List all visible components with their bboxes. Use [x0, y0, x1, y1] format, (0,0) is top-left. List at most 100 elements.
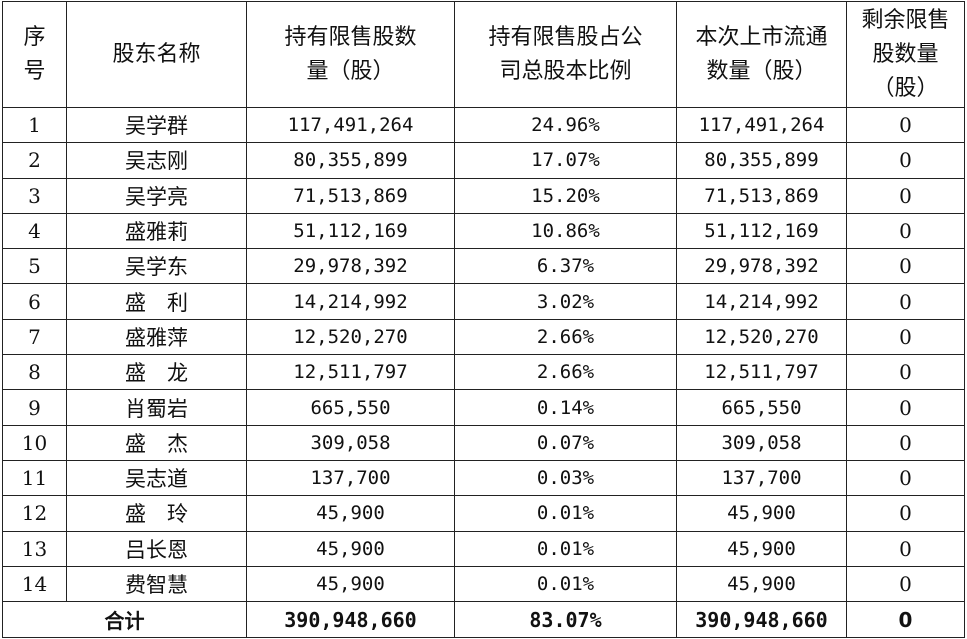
cell-seq: 1: [2, 106, 67, 144]
cell-listed-shares: 45,900: [676, 530, 847, 567]
table-row: 1 吴学群 117,491,264 24.96% 117,491,264 0: [2, 106, 965, 144]
cell-ratio: 3.02%: [454, 283, 677, 320]
cell-restricted-shares: 71,513,869: [246, 177, 455, 214]
table-row: 11 吴志道 137,700 0.03% 137,700 0: [2, 459, 965, 497]
cell-holder-name: 吕长恩: [66, 530, 247, 567]
cell-seq: 12: [2, 495, 67, 532]
cell-ratio: 0.03%: [454, 459, 677, 497]
header-seq-line-1: 序: [23, 24, 46, 50]
cell-remaining: 0: [846, 495, 965, 532]
header-seq: 序 号: [2, 1, 67, 108]
cell-remaining: 0: [846, 212, 965, 250]
total-label: 合计: [2, 601, 247, 639]
cell-restricted-shares: 80,355,899: [246, 142, 455, 179]
cell-holder-name: 吴学群: [66, 106, 247, 144]
cell-holder-name: 盛 玲: [66, 495, 247, 532]
cell-seq: 5: [2, 248, 67, 285]
cell-listed-shares: 51,112,169: [676, 212, 847, 250]
cell-listed-shares: 137,700: [676, 459, 847, 497]
total-restricted-shares: 390,948,660: [246, 601, 455, 639]
header-restricted-line-2: 量（股）: [306, 58, 395, 84]
header-listed-line-1: 本次上市流通: [695, 24, 828, 50]
header-remaining: 剩余限售 股数量 （股）: [846, 1, 965, 108]
cell-ratio: 17.07%: [454, 142, 677, 179]
cell-remaining: 0: [846, 318, 965, 356]
header-listed-line-2: 数量（股）: [706, 58, 817, 84]
cell-seq: 13: [2, 530, 67, 567]
header-remaining-line-3: （股）: [872, 75, 939, 101]
cell-ratio: 2.66%: [454, 354, 677, 391]
cell-listed-shares: 80,355,899: [676, 142, 847, 179]
cell-ratio: 10.86%: [454, 212, 677, 250]
cell-remaining: 0: [846, 389, 965, 426]
header-ratio: 持有限售股占公 司总股本比例: [454, 1, 677, 108]
cell-holder-name: 盛 利: [66, 283, 247, 320]
cell-listed-shares: 45,900: [676, 495, 847, 532]
table-row: 7 盛雅萍 12,520,270 2.66% 12,520,270 0: [2, 318, 965, 356]
cell-holder-name: 费智慧: [66, 565, 247, 603]
cell-holder-name: 盛 杰: [66, 424, 247, 461]
cell-remaining: 0: [846, 424, 965, 461]
cell-seq: 7: [2, 318, 67, 356]
header-row: 序 号 股东名称 持有限售股数 量（股） 持有限售股占公 司总股本比例 本次上市…: [2, 1, 965, 108]
cell-holder-name: 吴志刚: [66, 142, 247, 179]
cell-restricted-shares: 117,491,264: [246, 106, 455, 144]
cell-remaining: 0: [846, 530, 965, 567]
total-remaining: 0: [846, 601, 965, 639]
header-ratio-line-1: 持有限售股占公: [488, 24, 643, 50]
header-remaining-line-2: 股数量: [872, 41, 939, 67]
table-row: 5 吴学东 29,978,392 6.37% 29,978,392 0: [2, 248, 965, 285]
cell-listed-shares: 12,511,797: [676, 354, 847, 391]
cell-remaining: 0: [846, 177, 965, 214]
cell-remaining: 0: [846, 354, 965, 391]
cell-remaining: 0: [846, 248, 965, 285]
cell-ratio: 0.01%: [454, 495, 677, 532]
cell-restricted-shares: 45,900: [246, 565, 455, 603]
header-restricted-shares: 持有限售股数 量（股）: [246, 1, 455, 108]
cell-listed-shares: 29,978,392: [676, 248, 847, 285]
cell-seq: 4: [2, 212, 67, 250]
cell-ratio: 15.20%: [454, 177, 677, 214]
cell-seq: 8: [2, 354, 67, 391]
header-restricted-line-1: 持有限售股数: [284, 24, 417, 50]
cell-holder-name: 吴志道: [66, 459, 247, 497]
cell-listed-shares: 12,520,270: [676, 318, 847, 356]
cell-listed-shares: 665,550: [676, 389, 847, 426]
cell-holder-name: 吴学亮: [66, 177, 247, 214]
cell-restricted-shares: 309,058: [246, 424, 455, 461]
cell-listed-shares: 309,058: [676, 424, 847, 461]
cell-ratio: 24.96%: [454, 106, 677, 144]
table-row: 10 盛 杰 309,058 0.07% 309,058 0: [2, 424, 965, 461]
table-row: 2 吴志刚 80,355,899 17.07% 80,355,899 0: [2, 142, 965, 179]
cell-holder-name: 盛雅萍: [66, 318, 247, 356]
cell-listed-shares: 45,900: [676, 565, 847, 603]
cell-remaining: 0: [846, 459, 965, 497]
cell-holder-name: 盛雅莉: [66, 212, 247, 250]
cell-listed-shares: 14,214,992: [676, 283, 847, 320]
cell-ratio: 6.37%: [454, 248, 677, 285]
cell-seq: 14: [2, 565, 67, 603]
header-ratio-line-2: 司总股本比例: [499, 58, 632, 84]
header-holder: 股东名称: [66, 1, 247, 108]
cell-remaining: 0: [846, 283, 965, 320]
cell-restricted-shares: 29,978,392: [246, 248, 455, 285]
table-row: 14 费智慧 45,900 0.01% 45,900 0: [2, 565, 965, 603]
table-row: 4 盛雅莉 51,112,169 10.86% 51,112,169 0: [2, 212, 965, 250]
table-row: 13 吕长恩 45,900 0.01% 45,900 0: [2, 530, 965, 567]
cell-remaining: 0: [846, 565, 965, 603]
header-holder-text: 股东名称: [112, 41, 201, 67]
cell-seq: 6: [2, 283, 67, 320]
total-row: 合计 390,948,660 83.07% 390,948,660 0: [2, 601, 965, 639]
cell-restricted-shares: 14,214,992: [246, 283, 455, 320]
cell-restricted-shares: 12,511,797: [246, 354, 455, 391]
cell-remaining: 0: [846, 106, 965, 144]
table-row: 12 盛 玲 45,900 0.01% 45,900 0: [2, 495, 965, 532]
cell-ratio: 0.07%: [454, 424, 677, 461]
total-ratio: 83.07%: [454, 601, 677, 639]
table-row: 9 肖蜀岩 665,550 0.14% 665,550 0: [2, 389, 965, 426]
cell-restricted-shares: 12,520,270: [246, 318, 455, 356]
total-listed-shares: 390,948,660: [676, 601, 847, 639]
